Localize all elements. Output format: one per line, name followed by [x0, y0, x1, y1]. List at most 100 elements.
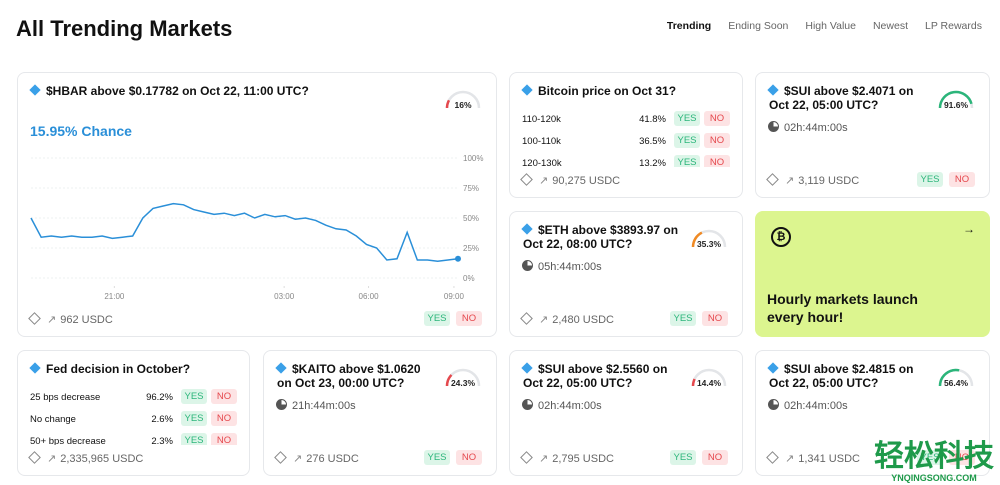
- promo-text: Hourly markets launch every hour!: [767, 291, 918, 325]
- tab[interactable]: LP Rewards: [924, 20, 982, 32]
- no-button[interactable]: NO: [704, 133, 730, 148]
- no-button[interactable]: NO: [456, 311, 482, 326]
- no-button[interactable]: NO: [704, 111, 730, 126]
- outcome-label: 110-120k: [522, 114, 561, 125]
- outcome-pct: 36.5%: [639, 136, 666, 147]
- no-button[interactable]: NO: [702, 311, 728, 326]
- no-button[interactable]: NO: [949, 172, 975, 187]
- market-card[interactable]: $HBAR above $0.17782 on Oct 22, 11:00 UT…: [17, 72, 497, 337]
- countdown: 21h:44m:00s: [276, 399, 356, 412]
- countdown: 02h:44m:00s: [522, 399, 602, 412]
- outcome-row: No change 2.6% YES NO: [30, 411, 237, 427]
- volume-text: 90,275 USDC: [552, 175, 621, 187]
- market-card[interactable]: $KAITO above $1.0620 on Oct 23, 00:00 UT…: [263, 350, 497, 476]
- price-line: [30, 202, 459, 262]
- card-title: $HBAR above $0.17782 on Oct 22, 11:00 UT…: [29, 84, 433, 98]
- volume-text: 962 USDC: [60, 314, 113, 326]
- yes-button[interactable]: YES: [181, 411, 207, 426]
- volume: ↗ 1,341 USDC: [766, 451, 860, 465]
- volume-icon: [28, 312, 41, 325]
- trend-icon: ↗: [539, 175, 549, 187]
- countdown-text: 02h:44m:00s: [538, 400, 602, 412]
- yes-button[interactable]: YES: [424, 450, 450, 465]
- no-button[interactable]: NO: [211, 433, 237, 445]
- gauge: 56.4%: [938, 368, 974, 388]
- no-button[interactable]: NO: [702, 450, 728, 465]
- gauge: 14.4%: [691, 368, 727, 388]
- no-button[interactable]: NO: [211, 389, 237, 404]
- yes-button[interactable]: YES: [917, 450, 943, 465]
- no-button[interactable]: NO: [704, 155, 730, 167]
- gauge: 91.6%: [938, 90, 974, 110]
- yes-button[interactable]: YES: [674, 111, 700, 126]
- no-button[interactable]: NO: [456, 450, 482, 465]
- market-card[interactable]: $SUI above $2.4815 on Oct 22, 05:00 UTC?…: [755, 350, 990, 476]
- yes-button[interactable]: YES: [181, 389, 207, 404]
- gauge-arc: [691, 231, 703, 248]
- clock-icon: [522, 260, 533, 271]
- countdown: 02h:44m:00s: [768, 121, 848, 134]
- gauge-arc: [691, 378, 696, 387]
- volume-text: 276 USDC: [306, 453, 359, 465]
- yes-button[interactable]: YES: [424, 311, 450, 326]
- x-tick-label: 03:00: [274, 292, 295, 301]
- title-text: $KAITO above $1.0620 on Oct 23, 00:00 UT…: [277, 362, 421, 390]
- no-button[interactable]: NO: [949, 450, 975, 465]
- outcome-row: 120-130k 13.2% YES NO: [522, 155, 730, 167]
- outcome-row: 50+ bps decrease 2.3% YES NO: [30, 433, 237, 445]
- countdown: 02h:44m:00s: [768, 399, 848, 412]
- countdown-text: 21h:44m:00s: [292, 400, 356, 412]
- volume-text: 2,335,965 USDC: [60, 453, 144, 465]
- countdown: 05h:44m:00s: [522, 260, 602, 273]
- page-title: All Trending Markets: [16, 16, 233, 41]
- volume: ↗ 3,119 USDC: [766, 173, 859, 187]
- diamond-icon: [767, 84, 779, 96]
- x-tick-label: 09:00: [444, 292, 465, 301]
- tab[interactable]: Newest: [872, 20, 908, 32]
- gauge-label: 35.3%: [697, 239, 722, 249]
- yes-button[interactable]: YES: [674, 155, 700, 167]
- bitcoin-icon: ₿: [771, 227, 791, 247]
- no-button[interactable]: NO: [211, 411, 237, 426]
- market-card[interactable]: $SUI above $2.5560 on Oct 22, 05:00 UTC?…: [509, 350, 743, 476]
- gauge-arc: [938, 368, 960, 387]
- clock-icon: [276, 399, 287, 410]
- gauge: 24.3%: [445, 368, 481, 388]
- outcome-row: 100-110k 36.5% YES NO: [522, 133, 730, 149]
- y-tick-label: 75%: [463, 184, 479, 193]
- yes-button[interactable]: YES: [670, 311, 696, 326]
- gauge-label: 14.4%: [697, 378, 722, 388]
- market-card[interactable]: Bitcoin price on Oct 31? 110-120k 41.8% YES…: [509, 72, 743, 198]
- y-tick-label: 100%: [463, 154, 483, 163]
- yes-button[interactable]: YES: [674, 133, 700, 148]
- outcome-pct: 41.8%: [639, 114, 666, 125]
- diamond-icon: [29, 362, 41, 374]
- yes-button[interactable]: YES: [917, 172, 943, 187]
- diamond-icon: [521, 84, 533, 96]
- tab[interactable]: Ending Soon: [728, 20, 789, 32]
- market-card[interactable]: ₿ → Hourly markets launch every hour!: [755, 211, 990, 337]
- volume: ↗ 2,335,965 USDC: [28, 451, 144, 465]
- volume-icon: [520, 173, 533, 186]
- volume: ↗ 2,480 USDC: [520, 312, 614, 326]
- tab[interactable]: Trending: [666, 20, 712, 32]
- title-text: $ETH above $3893.97 on Oct 22, 08:00 UTC…: [523, 223, 679, 251]
- gauge-label: 24.3%: [451, 378, 476, 388]
- chance: 15.95% Chance: [30, 123, 132, 139]
- card-title: Bitcoin price on Oct 31?: [521, 84, 727, 98]
- outcome-row: 25 bps decrease 96.2% YES NO: [30, 389, 237, 405]
- tab[interactable]: High Value: [805, 20, 856, 32]
- market-card[interactable]: Fed decision in October? 25 bps decrease 9…: [17, 350, 250, 476]
- volume: ↗ 2,795 USDC: [520, 451, 614, 465]
- watermark: 轻松科技 YNQINGSONG.COM: [874, 441, 994, 484]
- yes-button[interactable]: YES: [670, 450, 696, 465]
- card-title: $ETH above $3893.97 on Oct 22, 08:00 UTC…: [521, 223, 679, 251]
- yes-button[interactable]: YES: [181, 433, 207, 445]
- diamond-icon: [275, 362, 287, 374]
- market-card[interactable]: $ETH above $3893.97 on Oct 22, 08:00 UTC…: [509, 211, 743, 337]
- outcome-pct: 2.3%: [151, 436, 173, 445]
- title-text: $SUI above $2.4815 on Oct 22, 05:00 UTC?: [769, 362, 914, 390]
- market-card[interactable]: $SUI above $2.4071 on Oct 22, 05:00 UTC?…: [755, 72, 990, 198]
